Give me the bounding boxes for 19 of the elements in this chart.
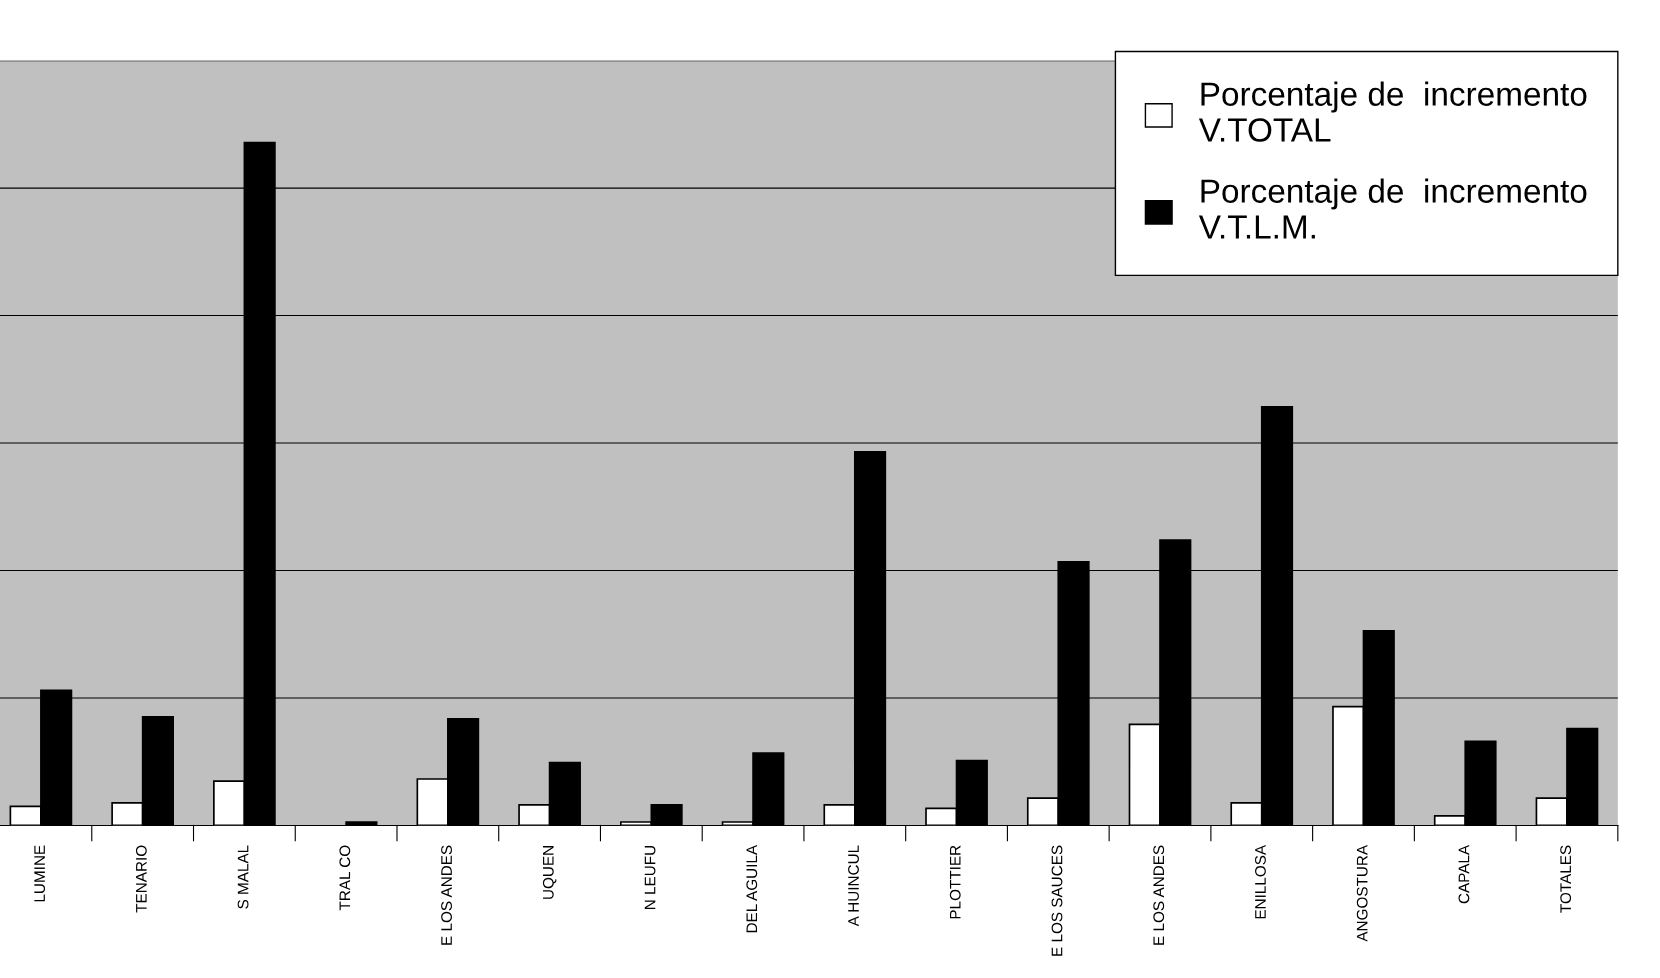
legend-label: Porcentaje de incremento V.TOTAL [1198, 81, 1587, 142]
x-tick-label: E LOS SAUCES [1051, 845, 1063, 956]
x-tick-label: CAPALA [1458, 844, 1470, 904]
x-tick-label: ENILLOSA [1255, 844, 1266, 919]
x-tick-label: UQUEN [542, 846, 557, 899]
x-tick-label: S MALAL [237, 845, 249, 909]
x-tick-label: N LEUFU [644, 846, 656, 909]
x-tick-label: TRAL CO [339, 845, 351, 911]
x-tick-label: E LOS ANDES [1153, 845, 1165, 945]
x-tick-label: PLOTTIER [949, 845, 961, 919]
x-tick-label: TENARIO [135, 845, 147, 913]
bar [345, 821, 378, 826]
legend-label: Porcentaje de incremento V.T.L.M. [1198, 178, 1587, 239]
x-tick-label: TOTALES [1560, 845, 1572, 913]
x-tick-label: E LOS ANDES [441, 845, 452, 945]
x-tick-label: ANGOSTURA [1356, 844, 1368, 942]
x-tick-label: DEL AGUILA [746, 844, 758, 933]
x-tick-label: A HUINCUL [848, 845, 859, 927]
x-tick-label: LUMINE [34, 845, 46, 902]
